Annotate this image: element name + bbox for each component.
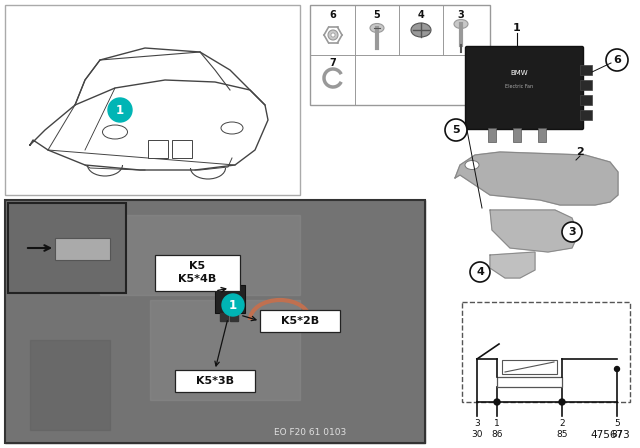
Text: EO F20 61 0103: EO F20 61 0103 [274,428,346,437]
Bar [310,5,490,105]
Circle shape [614,366,620,371]
Bar [100,215,300,295]
Bar [220,313,228,321]
Bar [172,140,192,158]
Text: K5*2B: K5*2B [281,316,319,326]
Bar [513,128,521,142]
Text: 85: 85 [556,430,568,439]
Text: K5*3B: K5*3B [196,376,234,386]
Text: 1: 1 [513,23,521,33]
Text: 4: 4 [418,10,424,20]
Polygon shape [490,252,535,278]
Ellipse shape [411,23,431,37]
Text: 1: 1 [116,103,124,116]
Text: K5*4B: K5*4B [179,274,216,284]
Bar [30,340,110,430]
Bar [155,255,240,291]
Bar [502,360,557,374]
Circle shape [108,98,132,122]
Bar [8,203,126,293]
Circle shape [328,30,338,40]
Bar [230,313,238,321]
Text: 3: 3 [568,227,576,237]
Text: 2: 2 [576,147,584,157]
Text: 3: 3 [458,10,465,20]
Text: 1: 1 [229,298,237,311]
Text: 86: 86 [492,430,503,439]
Text: 5: 5 [614,419,620,428]
Bar [5,5,300,195]
Bar [150,300,300,400]
Bar [580,110,592,120]
Circle shape [606,49,628,71]
Text: Electric Fan: Electric Fan [505,83,533,89]
Bar [5,200,425,443]
Bar [497,377,562,387]
Circle shape [222,294,244,316]
Polygon shape [455,152,618,205]
Bar [580,95,592,105]
Ellipse shape [465,160,479,169]
Text: 2: 2 [559,419,565,428]
Bar [580,65,592,75]
Bar [538,128,546,142]
Bar [5,200,425,443]
Polygon shape [490,210,578,252]
Circle shape [331,33,335,37]
Circle shape [559,399,565,405]
Text: BMW: BMW [510,70,528,76]
Bar [148,140,168,158]
Text: 1: 1 [494,419,500,428]
Text: 3: 3 [474,419,480,428]
Ellipse shape [102,125,127,139]
Circle shape [494,399,500,405]
Bar [215,285,245,313]
Ellipse shape [370,23,384,33]
Text: 5: 5 [452,125,460,135]
Bar [260,310,340,332]
FancyBboxPatch shape [465,47,584,129]
Bar [580,80,592,90]
Bar [462,302,630,402]
Text: 6: 6 [613,55,621,65]
Text: 7: 7 [330,58,337,68]
Bar [55,238,110,260]
Text: 30: 30 [471,430,483,439]
Text: 475673: 475673 [590,430,630,440]
Circle shape [470,262,490,282]
Ellipse shape [221,122,243,134]
Bar [488,128,496,142]
Text: K5: K5 [189,261,205,271]
Bar [175,370,255,392]
Text: 87: 87 [611,430,623,439]
Text: 6: 6 [330,10,337,20]
Circle shape [445,119,467,141]
Circle shape [562,222,582,242]
Text: 4: 4 [476,267,484,277]
Text: 5: 5 [374,10,380,20]
Ellipse shape [454,20,468,29]
Bar [5,200,425,443]
